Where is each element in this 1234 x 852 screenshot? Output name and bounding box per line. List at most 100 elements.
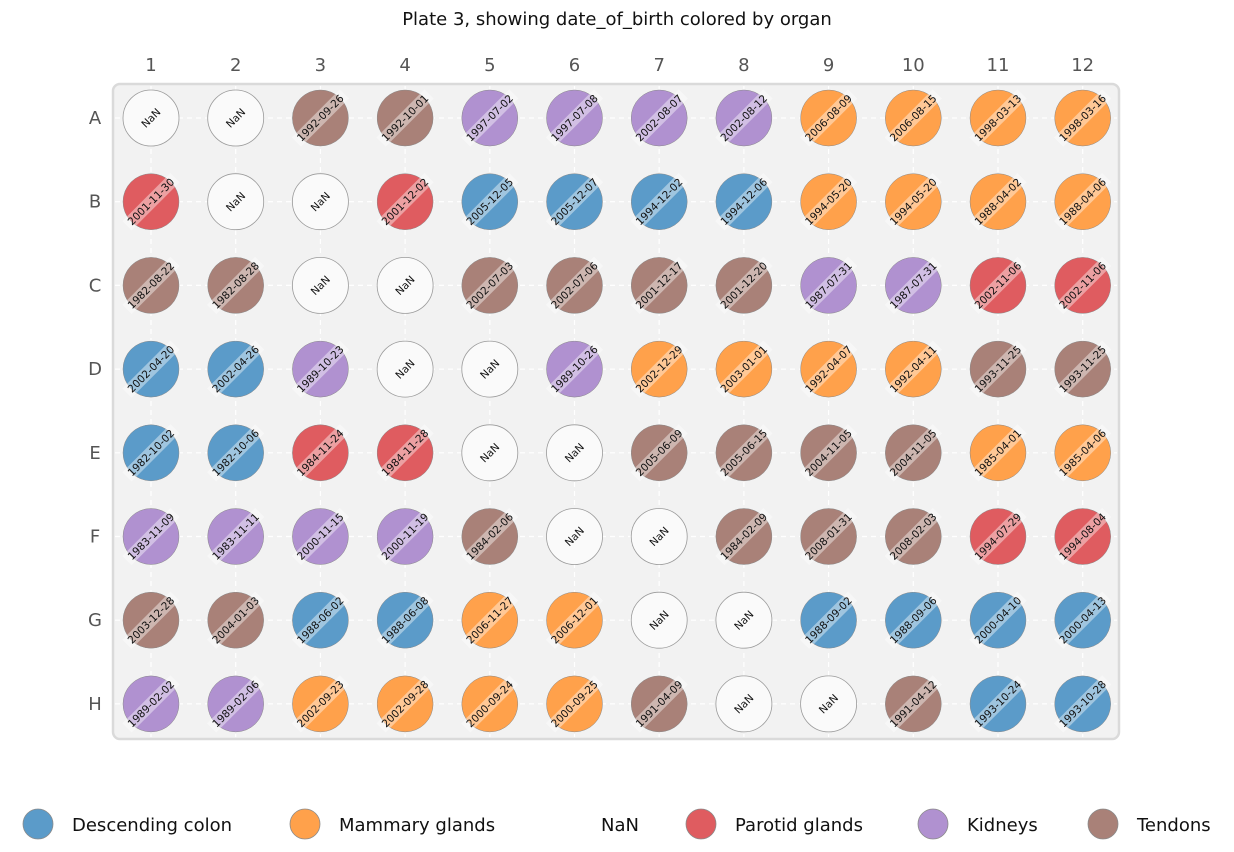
column-label: 4 — [399, 55, 410, 76]
well-circle — [1054, 89, 1111, 147]
well-label-band — [884, 89, 942, 147]
well-label-band — [291, 507, 350, 566]
well: 1982-10-02 — [122, 424, 180, 482]
plate-background — [111, 82, 1121, 741]
well-circle — [207, 591, 264, 649]
well: 2003-12-28 — [122, 591, 180, 649]
well-circle — [969, 257, 1027, 314]
well-circle — [800, 173, 857, 230]
well-circle — [630, 591, 688, 649]
well-circle — [376, 675, 434, 733]
well-label-band — [207, 591, 265, 649]
well-label-band — [122, 173, 180, 231]
well-label-band — [799, 256, 858, 315]
well: 2002-11-06 — [1054, 256, 1112, 315]
well-circle — [122, 675, 180, 733]
well-circle — [546, 508, 603, 565]
well-label-band — [1054, 256, 1112, 315]
column-label: 12 — [1071, 55, 1094, 76]
well-circle — [800, 591, 857, 649]
well: 1982-10-06 — [207, 424, 265, 482]
column-label: 11 — [987, 55, 1010, 76]
row-label: C — [89, 275, 102, 296]
well: 2002-09-28 — [376, 675, 434, 733]
column-label: 1 — [145, 55, 156, 76]
well: NaN — [630, 508, 688, 565]
column-label: 5 — [484, 55, 495, 76]
well: NaN — [715, 591, 773, 649]
well-circle — [1054, 173, 1111, 230]
well: 2006-11-27 — [461, 591, 519, 649]
well: 1989-02-02 — [122, 675, 180, 733]
well-label-band — [207, 424, 265, 482]
well-label-band — [376, 173, 434, 231]
well: NaN — [376, 256, 434, 314]
well: 2001-12-17 — [630, 256, 688, 315]
well-circle — [1054, 257, 1111, 314]
well-label-band — [545, 675, 604, 733]
well-circle — [122, 591, 180, 649]
well-label-band — [122, 675, 180, 733]
legend-swatch — [685, 808, 717, 840]
column-label: 10 — [902, 55, 925, 76]
well: 1993-10-28 — [1054, 675, 1112, 733]
well-circle — [546, 675, 603, 733]
well-label-band — [799, 424, 858, 482]
row-label: F — [90, 527, 100, 548]
well-label-band — [376, 591, 434, 649]
well: 2002-12-29 — [630, 340, 688, 398]
well-label-band — [969, 89, 1027, 147]
well-circle — [1054, 508, 1111, 565]
legend-label: Descending colon — [72, 815, 232, 836]
well-label-band — [969, 591, 1027, 649]
well: 1988-09-02 — [799, 591, 858, 649]
legend-swatch — [1087, 808, 1119, 840]
well: NaN — [291, 173, 349, 231]
well: 1982-08-22 — [122, 256, 180, 315]
well: 2006-08-09 — [799, 89, 858, 147]
well: 1988-04-02 — [969, 173, 1027, 231]
well-circle — [461, 591, 519, 649]
well-label-band — [207, 507, 265, 566]
well-label-band — [799, 89, 858, 147]
well-circle — [885, 675, 942, 733]
well: 1982-08-28 — [207, 256, 265, 315]
well-circle — [461, 675, 519, 733]
well-circle — [1054, 340, 1111, 398]
well-label-band — [884, 591, 942, 649]
well-label-band — [461, 89, 519, 147]
plate-wells: NaN NaN 1992-09-26 1992-10-01 1997-07-02 1997… — [122, 89, 1112, 733]
well: 1985-04-06 — [1054, 424, 1112, 482]
well-label-band — [630, 89, 688, 147]
well: 2004-01-03 — [207, 591, 265, 649]
well: 1998-03-13 — [969, 89, 1027, 147]
well: 1992-10-01 — [376, 89, 434, 147]
well-circle — [885, 508, 942, 565]
well-label-band — [461, 173, 519, 231]
well-label-band — [376, 507, 434, 566]
well-label-band — [545, 256, 604, 315]
well: NaN — [376, 340, 434, 398]
well-circle — [122, 424, 180, 482]
well: 2006-12-01 — [545, 591, 604, 649]
well: 2001-11-30 — [122, 173, 180, 231]
well-label-band — [122, 256, 180, 315]
well-circle — [122, 173, 180, 230]
well: 1993-11-25 — [1054, 340, 1112, 398]
well-circle — [292, 89, 349, 147]
well: 1983-11-09 — [122, 507, 180, 566]
well-circle — [885, 591, 942, 649]
well: 1984-02-09 — [715, 507, 773, 566]
well: 1992-09-26 — [291, 89, 350, 147]
well: NaN — [800, 675, 857, 733]
well: NaN — [122, 89, 180, 147]
well-circle — [292, 424, 349, 482]
well-label-band — [799, 591, 858, 649]
well-circle — [1054, 675, 1111, 733]
well: 2006-08-15 — [884, 89, 942, 147]
well: 2008-01-31 — [799, 507, 858, 566]
well-label-band — [715, 507, 773, 566]
well-circle — [207, 257, 264, 314]
well-label-band — [545, 591, 604, 649]
well-label-band — [122, 424, 180, 482]
